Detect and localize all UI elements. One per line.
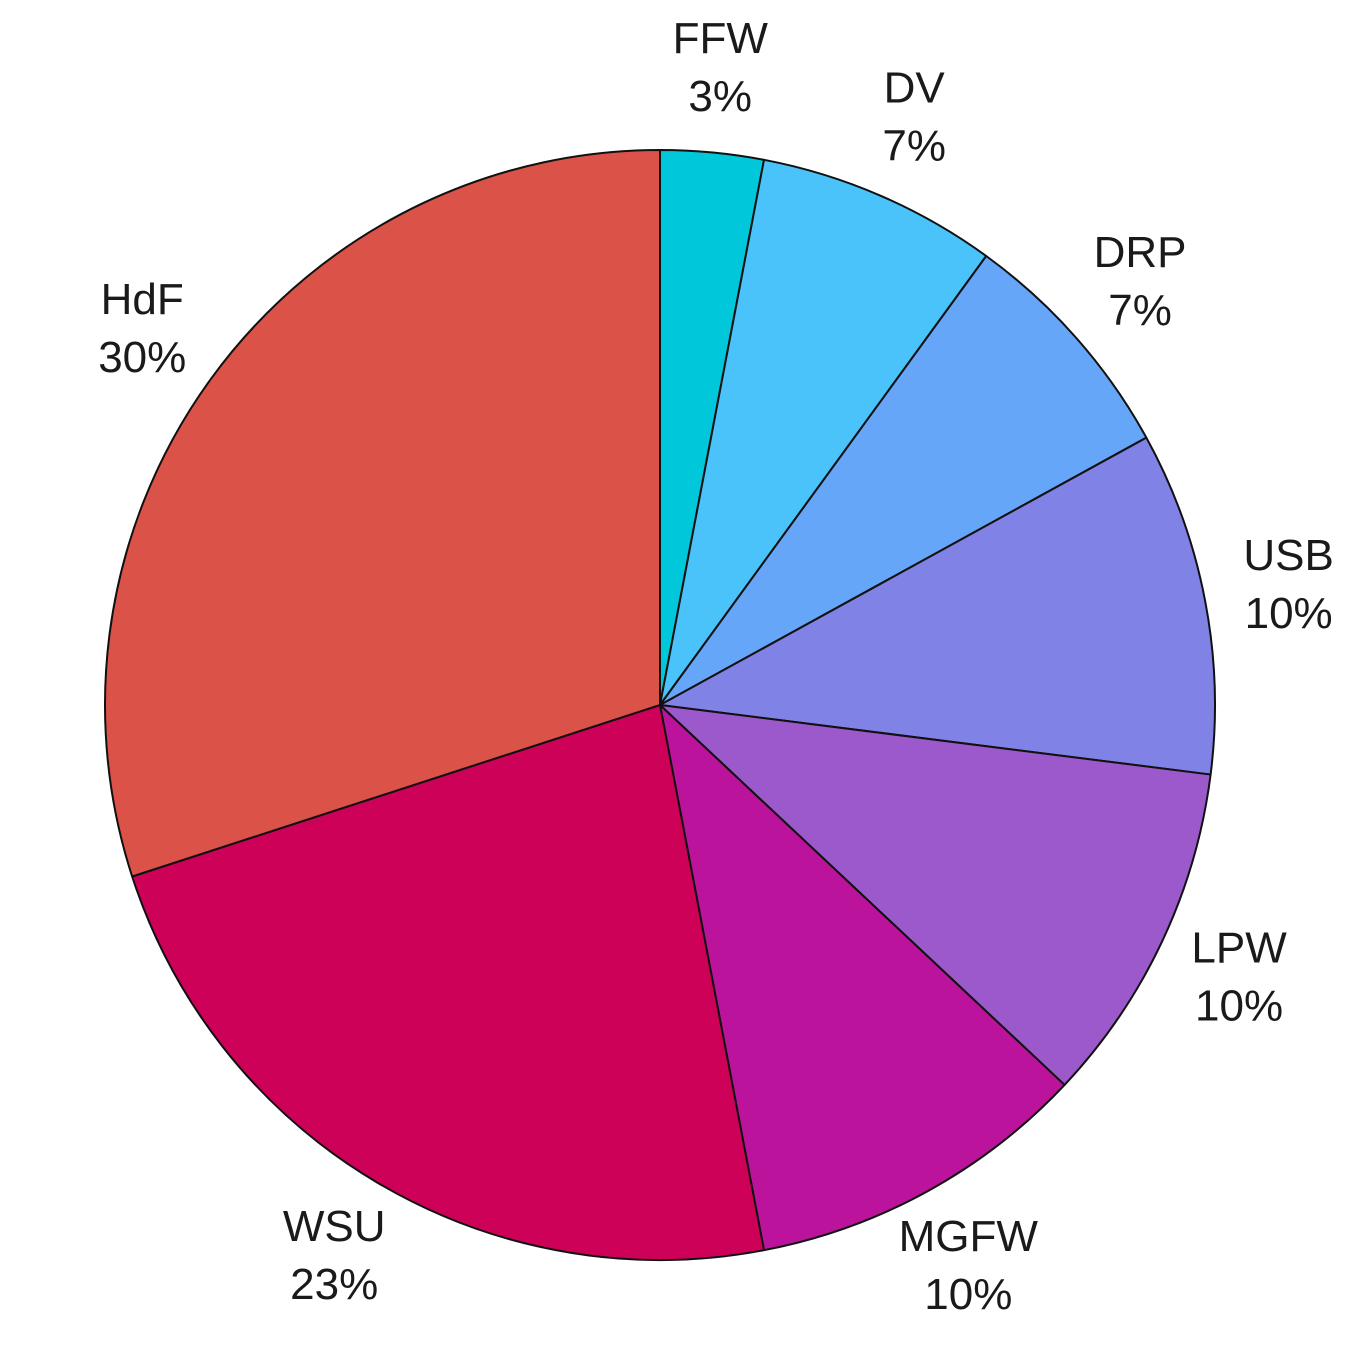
slice-label-wsu: WSU 23% [283, 1202, 386, 1309]
slice-name: DRP [1094, 228, 1187, 277]
slice-percent: 10% [1245, 589, 1333, 638]
slice-name: WSU [283, 1202, 386, 1251]
pie-slice-wsu [131, 704, 765, 1261]
slice-percent: 7% [882, 122, 946, 171]
slice-percent: 3% [688, 72, 752, 121]
pie-slice-dv [659, 158, 988, 706]
pie-labels: FFW 3% DV 7% DRP 7% USB 10% LPW 10% MGFW 10% WSU 23% H… [98, 14, 1334, 1319]
slice-label-mgfw: MGFW 10% [899, 1212, 1039, 1319]
slice-name: HdF [101, 275, 184, 324]
slice-percent: 10% [1195, 982, 1283, 1031]
slice-percent: 23% [290, 1260, 378, 1309]
pie-slice-mgfw [659, 704, 1066, 1252]
slice-percent: 30% [98, 333, 186, 382]
slice-percent: 10% [924, 1270, 1012, 1319]
slice-name: USB [1243, 531, 1333, 580]
pie-slice-drp [659, 255, 1148, 706]
pie-slice-usb [659, 436, 1216, 776]
slice-label-hdf: HdF 30% [98, 275, 186, 382]
slice-label-lpw: LPW 10% [1191, 924, 1287, 1031]
pie-slice-hdf [103, 149, 661, 878]
slice-name: DV [884, 64, 946, 113]
slice-label-ffw: FFW 3% [673, 14, 769, 121]
slice-label-drp: DRP 7% [1094, 228, 1187, 335]
slice-label-usb: USB 10% [1243, 531, 1333, 638]
slice-percent: 7% [1108, 286, 1172, 335]
slice-name: LPW [1191, 924, 1287, 973]
pie-slice-lpw [659, 704, 1212, 1086]
slice-name: FFW [673, 14, 769, 63]
slice-name: MGFW [899, 1212, 1039, 1261]
pie-slices [103, 149, 1216, 1261]
slice-label-dv: DV 7% [882, 64, 946, 171]
